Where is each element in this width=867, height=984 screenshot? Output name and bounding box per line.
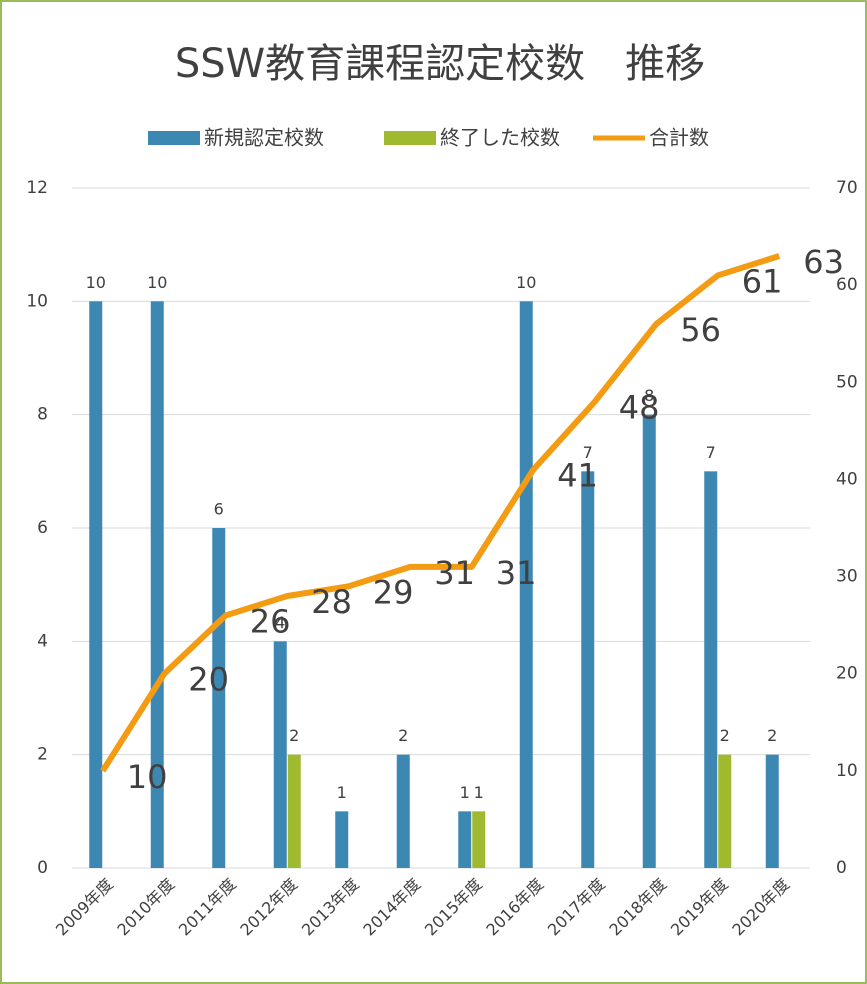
line-label: 48 bbox=[619, 389, 660, 427]
y2-tick-label: 50 bbox=[836, 372, 858, 392]
y-tick-label: 2 bbox=[37, 745, 48, 765]
bar bbox=[335, 811, 349, 868]
bar-label: 2 bbox=[720, 726, 730, 745]
bar bbox=[212, 528, 226, 868]
bar-label: 10 bbox=[86, 273, 106, 292]
y2-tick-label: 0 bbox=[836, 858, 847, 878]
line-label: 10 bbox=[127, 758, 168, 796]
line-label: 31 bbox=[496, 554, 537, 592]
legend-label: 合計数 bbox=[649, 126, 709, 150]
bar-label: 1 bbox=[474, 783, 484, 802]
y-tick-label: 0 bbox=[37, 858, 48, 878]
bar-label: 7 bbox=[706, 443, 716, 462]
bar-label: 4 bbox=[275, 613, 285, 632]
line-label: 41 bbox=[557, 457, 598, 495]
bar-label: 2 bbox=[767, 726, 777, 745]
bar-label: 2 bbox=[398, 726, 408, 745]
bar bbox=[704, 471, 718, 868]
bar bbox=[89, 301, 103, 868]
bar-label: 8 bbox=[644, 386, 654, 405]
legend-label: 新規認定校数 bbox=[204, 126, 324, 150]
y2-tick-label: 70 bbox=[836, 178, 858, 198]
line-label: 28 bbox=[311, 583, 352, 621]
bar-label: 7 bbox=[583, 443, 593, 462]
line-label: 31 bbox=[434, 554, 475, 592]
y-tick-label: 10 bbox=[26, 291, 48, 311]
bar-label: 1 bbox=[337, 783, 347, 802]
bar bbox=[642, 414, 656, 868]
y-tick-label: 4 bbox=[37, 631, 48, 651]
bar bbox=[396, 754, 410, 868]
y2-tick-label: 20 bbox=[836, 664, 858, 684]
line-label: 26 bbox=[250, 602, 291, 640]
y-tick-label: 12 bbox=[26, 178, 48, 198]
bar bbox=[718, 754, 732, 868]
line-label: 61 bbox=[742, 262, 783, 300]
bar bbox=[150, 301, 164, 868]
line-label: 63 bbox=[803, 243, 844, 281]
legend-label: 終了した校数 bbox=[440, 126, 560, 150]
legend-swatch bbox=[384, 131, 436, 145]
bar-label: 10 bbox=[516, 273, 536, 292]
y-tick-label: 8 bbox=[37, 405, 48, 425]
y2-tick-label: 60 bbox=[836, 275, 858, 295]
y2-tick-label: 40 bbox=[836, 469, 858, 489]
y-tick-label: 6 bbox=[37, 518, 48, 538]
bar bbox=[287, 754, 301, 868]
line bbox=[100, 253, 781, 773]
line-label: 56 bbox=[680, 311, 721, 349]
bar bbox=[273, 641, 287, 868]
chart-title: SSW教育課程認定校数 推移 bbox=[175, 41, 705, 87]
bar bbox=[519, 301, 533, 868]
bar bbox=[472, 811, 486, 868]
bar bbox=[458, 811, 472, 868]
line-label: 20 bbox=[188, 661, 229, 699]
bar-label: 10 bbox=[147, 273, 167, 292]
line-label: 29 bbox=[373, 573, 414, 611]
bar bbox=[581, 471, 595, 868]
y2-tick-label: 30 bbox=[836, 567, 858, 587]
bar-label: 2 bbox=[289, 726, 299, 745]
y2-tick-label: 10 bbox=[836, 761, 858, 781]
legend-swatch bbox=[148, 131, 200, 145]
bar bbox=[765, 754, 779, 868]
bar-label: 1 bbox=[460, 783, 470, 802]
bar-label: 6 bbox=[214, 500, 224, 519]
